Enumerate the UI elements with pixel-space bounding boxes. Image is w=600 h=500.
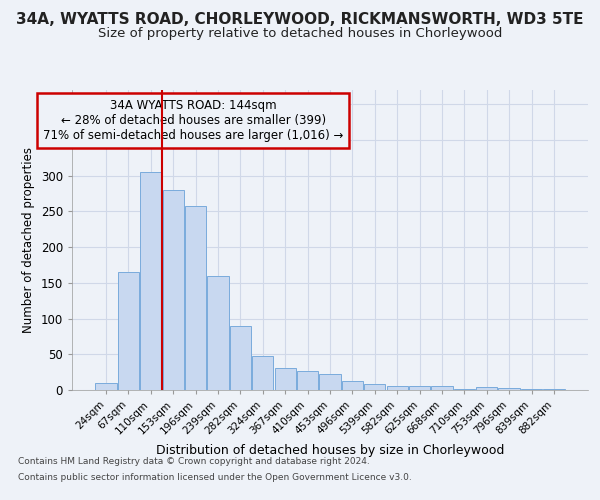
Bar [208, 276, 229, 390]
Text: Contains HM Land Registry data © Crown copyright and database right 2024.: Contains HM Land Registry data © Crown c… [18, 458, 370, 466]
Bar [163, 190, 184, 390]
Bar [499, 388, 520, 390]
Bar [252, 356, 274, 390]
Bar [386, 386, 408, 390]
Text: 34A, WYATTS ROAD, CHORLEYWOOD, RICKMANSWORTH, WD3 5TE: 34A, WYATTS ROAD, CHORLEYWOOD, RICKMANSW… [16, 12, 584, 28]
Bar [409, 386, 430, 390]
Bar [431, 386, 452, 390]
Bar [543, 388, 565, 390]
Bar [118, 272, 139, 390]
Bar [185, 206, 206, 390]
Bar [454, 388, 475, 390]
Text: Contains public sector information licensed under the Open Government Licence v3: Contains public sector information licen… [18, 472, 412, 482]
Bar [521, 388, 542, 390]
Bar [275, 368, 296, 390]
Bar [95, 383, 117, 390]
Y-axis label: Number of detached properties: Number of detached properties [22, 147, 35, 333]
Bar [319, 374, 341, 390]
X-axis label: Distribution of detached houses by size in Chorleywood: Distribution of detached houses by size … [156, 444, 504, 457]
Bar [342, 380, 363, 390]
Text: 34A WYATTS ROAD: 144sqm
← 28% of detached houses are smaller (399)
71% of semi-d: 34A WYATTS ROAD: 144sqm ← 28% of detache… [43, 99, 343, 142]
Bar [364, 384, 385, 390]
Bar [297, 370, 318, 390]
Bar [230, 326, 251, 390]
Text: Size of property relative to detached houses in Chorleywood: Size of property relative to detached ho… [98, 28, 502, 40]
Bar [476, 387, 497, 390]
Bar [140, 172, 161, 390]
